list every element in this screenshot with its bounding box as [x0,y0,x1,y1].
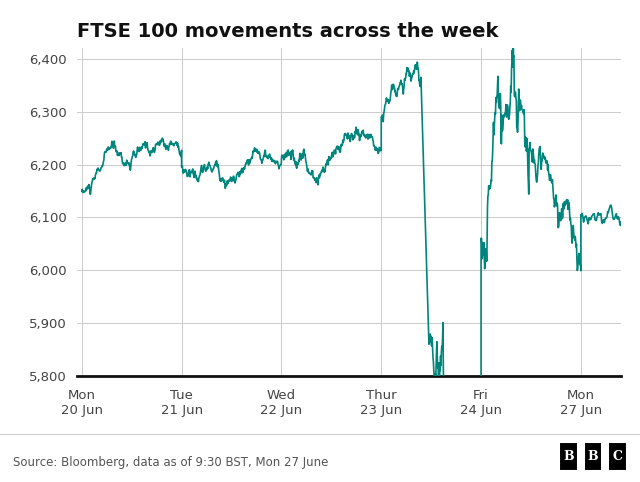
Bar [608,442,627,471]
Text: C: C [612,450,623,463]
Text: Source: Bloomberg, data as of 9:30 BST, Mon 27 June: Source: Bloomberg, data as of 9:30 BST, … [13,456,328,469]
Bar [584,442,602,471]
Text: FTSE 100 movements across the week: FTSE 100 movements across the week [77,22,498,41]
Text: B: B [588,450,598,463]
Bar [559,442,578,471]
Text: B: B [563,450,574,463]
